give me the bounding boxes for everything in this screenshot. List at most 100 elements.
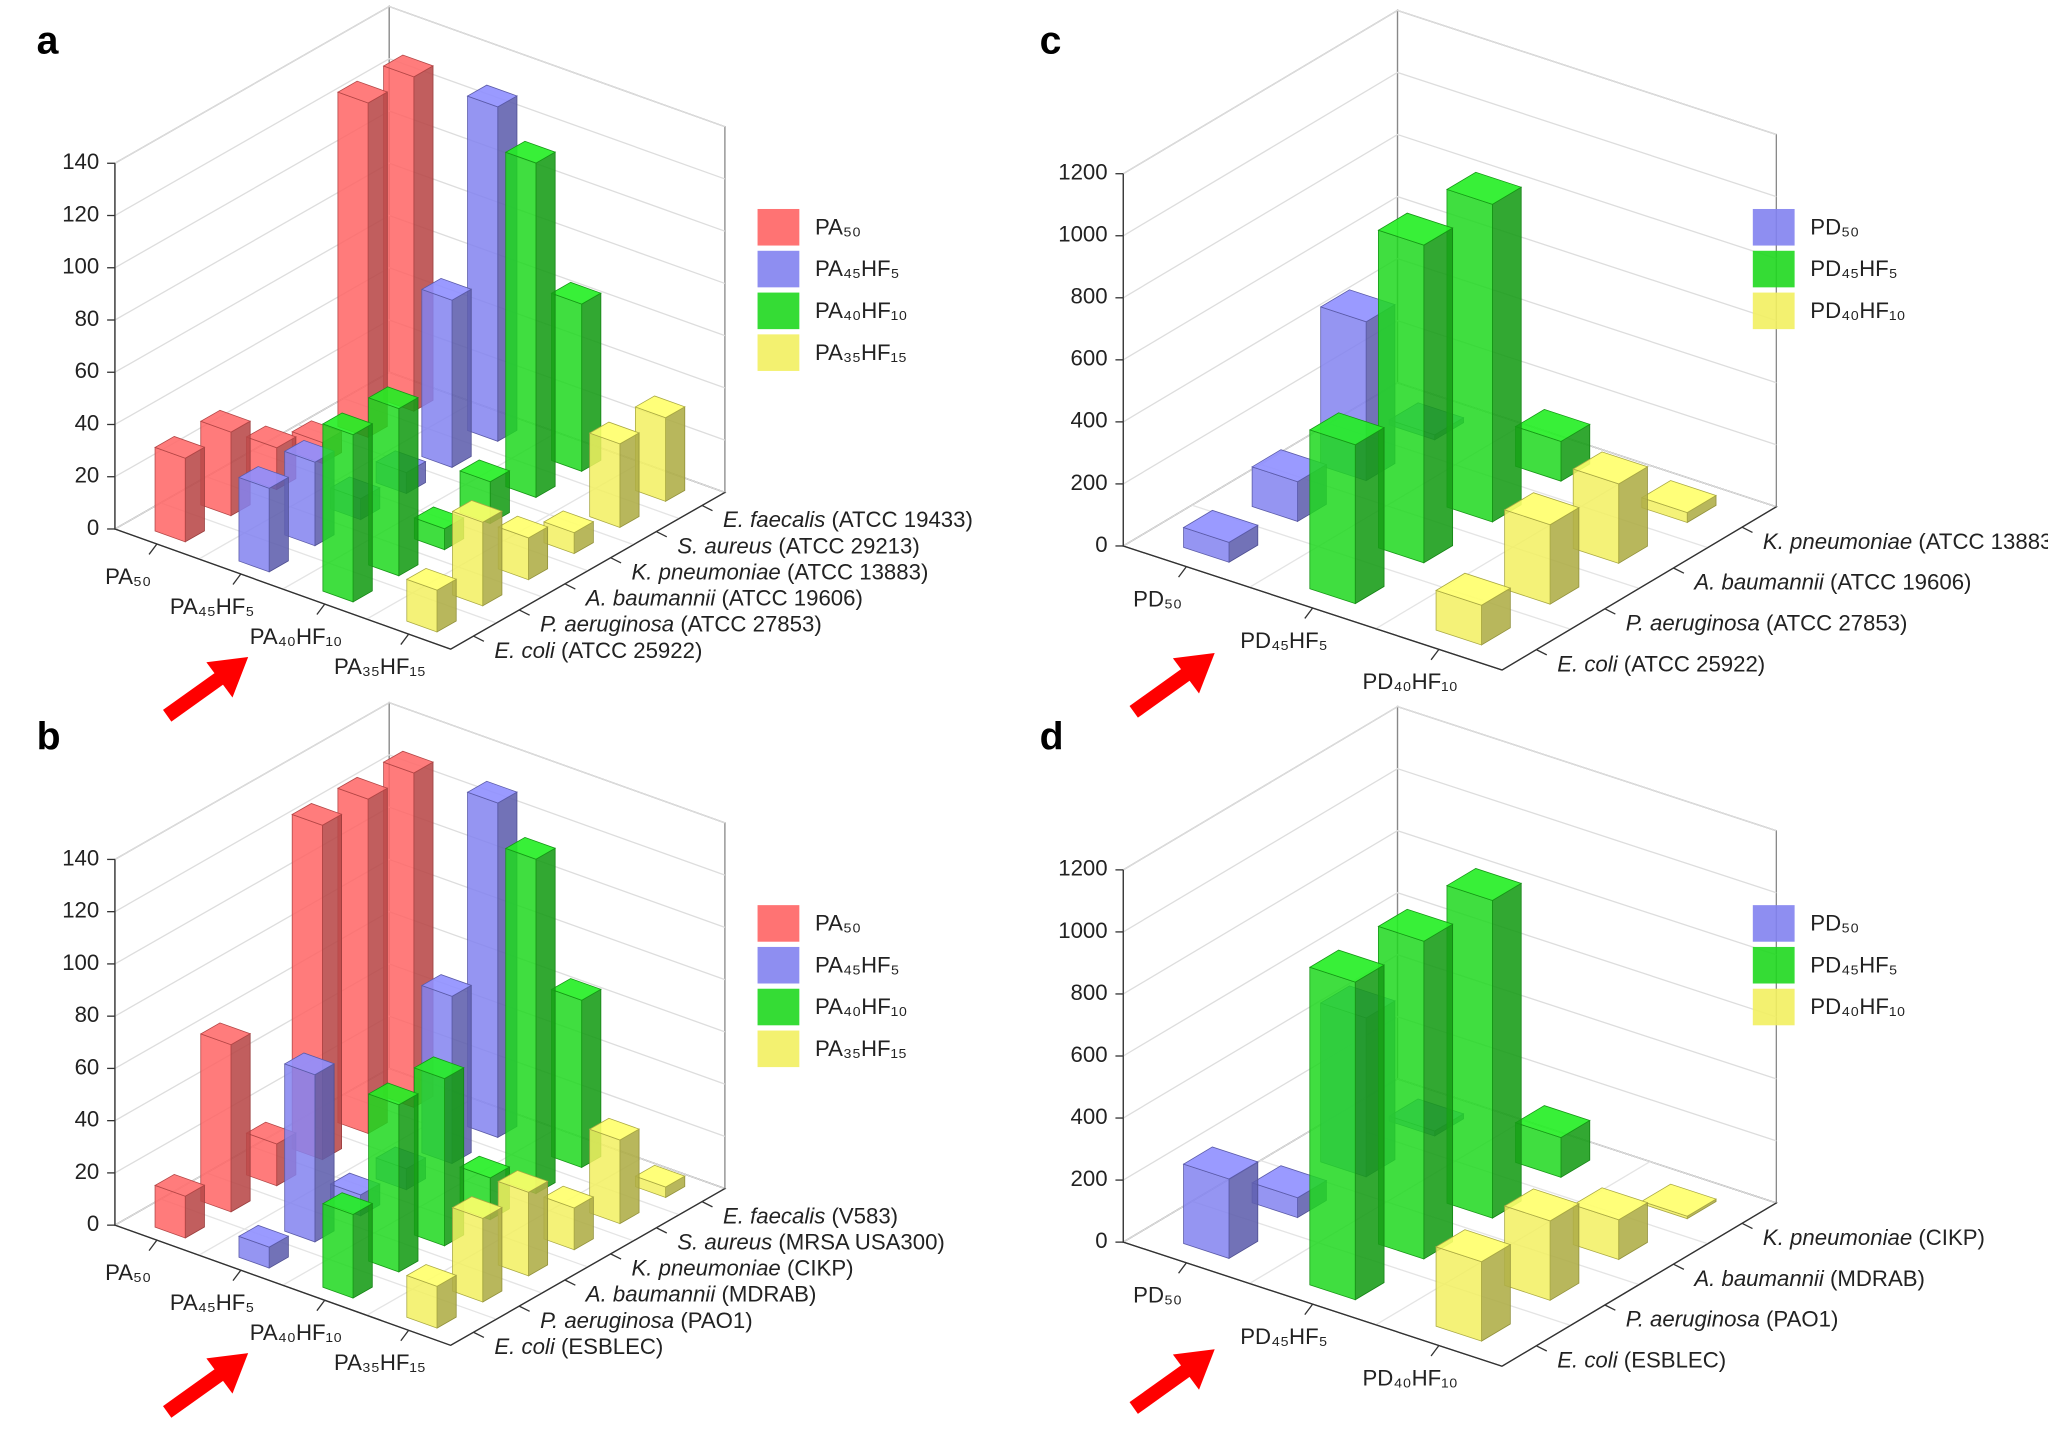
bar-side <box>1423 923 1454 1260</box>
bar-top <box>199 409 252 433</box>
bar-top <box>466 84 518 108</box>
bar-top <box>543 1185 595 1209</box>
panel: 0 20 40 60 80 100 120 140 PA₅₀ PA₄₅HF₅ PA₄₀HF₁₀ PA₃… <box>37 5 973 722</box>
y-tick-label: 1000 <box>1058 222 1107 247</box>
y-tick-label: 400 <box>1071 408 1108 433</box>
depth-tick <box>518 609 530 616</box>
bar-side <box>535 151 556 499</box>
bar-front <box>1446 188 1493 523</box>
x-tick <box>1304 1303 1314 1316</box>
legend-swatch <box>757 208 800 246</box>
y-tick-label: 100 <box>62 950 99 975</box>
species: A. baumannii <box>584 585 717 610</box>
y-tick-label: 800 <box>1071 980 1108 1005</box>
arrow-shaft <box>163 1366 227 1418</box>
bar-top <box>634 395 686 419</box>
depth-tick <box>610 1253 622 1260</box>
bar-top <box>451 1196 503 1219</box>
depth-tick <box>701 504 713 512</box>
panel-letter: d <box>1040 716 1064 759</box>
bar-front <box>337 787 369 1135</box>
depth-label: E. coli (ESBLEC) <box>1557 1347 1726 1372</box>
legend-label: PA₅₀ <box>815 911 861 936</box>
bar-front <box>452 510 484 607</box>
legend-label: PD₄₀HF₁₀ <box>1810 298 1905 323</box>
bar <box>1182 1146 1259 1260</box>
bar-side <box>528 1180 549 1277</box>
legend-swatch <box>757 1030 800 1068</box>
depth-tick <box>1604 1304 1616 1311</box>
panel: 0 200 400 600 800 1000 1200 PD₅₀ PD₄₅HF₅ PD₄₀HF₁₀… <box>1040 705 1985 1414</box>
bar-top <box>466 780 518 804</box>
depth-tick <box>1536 1345 1548 1352</box>
bar-front <box>497 1180 529 1277</box>
strain: (ATCC 29213) <box>778 533 919 558</box>
depth-axis <box>450 491 726 650</box>
x-tick <box>1430 1345 1440 1357</box>
bar <box>405 1264 458 1329</box>
x-tick-label: PA₃₅HF₁₅ <box>334 1350 426 1375</box>
depth-tick <box>610 557 622 564</box>
arrow-head <box>1172 653 1215 694</box>
bar <box>1503 492 1580 605</box>
strain: (ATCC 25922) <box>561 638 702 663</box>
bar-front <box>1435 1246 1482 1342</box>
bar-top <box>405 567 458 591</box>
depth-tick <box>564 583 576 590</box>
bar-top <box>1503 492 1580 526</box>
bar <box>497 1170 549 1277</box>
bar-front <box>467 95 499 442</box>
grid-line <box>1122 892 1777 1057</box>
y-tick-label: 20 <box>75 1159 100 1184</box>
depth-tick <box>1673 567 1685 574</box>
grid-line <box>114 58 726 217</box>
bar <box>1377 908 1454 1260</box>
bar-top <box>154 1173 206 1197</box>
bar-top <box>405 1264 458 1287</box>
depth-tick <box>1741 526 1753 533</box>
bar-front <box>452 1207 484 1303</box>
depth-tick <box>518 1305 530 1312</box>
bar <box>367 386 419 577</box>
legend-label: PD₄₅HF₅ <box>1810 256 1897 281</box>
x-tick-label: PD₄₀HF₁₀ <box>1362 669 1457 694</box>
bar-side <box>352 1202 373 1299</box>
bar-front <box>284 450 316 547</box>
bar-top <box>504 837 557 860</box>
legend-label: PD₄₀HF₁₀ <box>1810 994 1905 1019</box>
depth-label: P. aeruginosa (PAO1) <box>540 1308 753 1333</box>
depth-label: A. baumannii (ATCC 19606) <box>584 585 863 610</box>
strain: (PAO1) <box>680 1308 752 1333</box>
grid-line <box>1122 9 1777 175</box>
bar-front <box>1504 509 1551 605</box>
x-tick <box>1178 566 1187 578</box>
x-tick <box>316 1299 326 1312</box>
x-tick <box>148 543 158 555</box>
y-tick-label: 0 <box>1095 532 1107 557</box>
grid-line <box>1122 705 1777 871</box>
bar-top <box>1446 868 1523 901</box>
bar-top <box>1572 451 1649 485</box>
bar-side <box>398 396 419 577</box>
x-tick <box>232 1269 242 1282</box>
x-tick-label: PA₄₅HF₅ <box>170 594 254 619</box>
species: K. pneumoniae <box>1763 1225 1912 1250</box>
bar <box>1572 1187 1649 1261</box>
bar-front <box>368 1093 400 1273</box>
y-tick-label: 60 <box>75 358 100 383</box>
panel: 0 20 40 60 80 100 120 140 PA₅₀ PA₄₅HF₅ PA₄₀HF₁₀ PA₃… <box>37 701 945 1418</box>
x-tick <box>1178 1262 1187 1274</box>
x-tick <box>1430 648 1440 661</box>
species: P. aeruginosa <box>540 1308 674 1333</box>
depth-tick <box>701 1201 713 1208</box>
bar-front <box>1309 966 1356 1301</box>
bar <box>1572 451 1649 565</box>
bar-top <box>504 140 557 164</box>
x-tick-label: PA₄₀HF₁₀ <box>250 624 343 649</box>
depth-tick <box>473 635 485 642</box>
depth-label: P. aeruginosa (PAO1) <box>1626 1307 1839 1332</box>
y-tick-label: 120 <box>62 201 99 226</box>
depth-label: S. aureus (ATCC 29213) <box>677 533 920 558</box>
bar <box>1640 480 1717 524</box>
